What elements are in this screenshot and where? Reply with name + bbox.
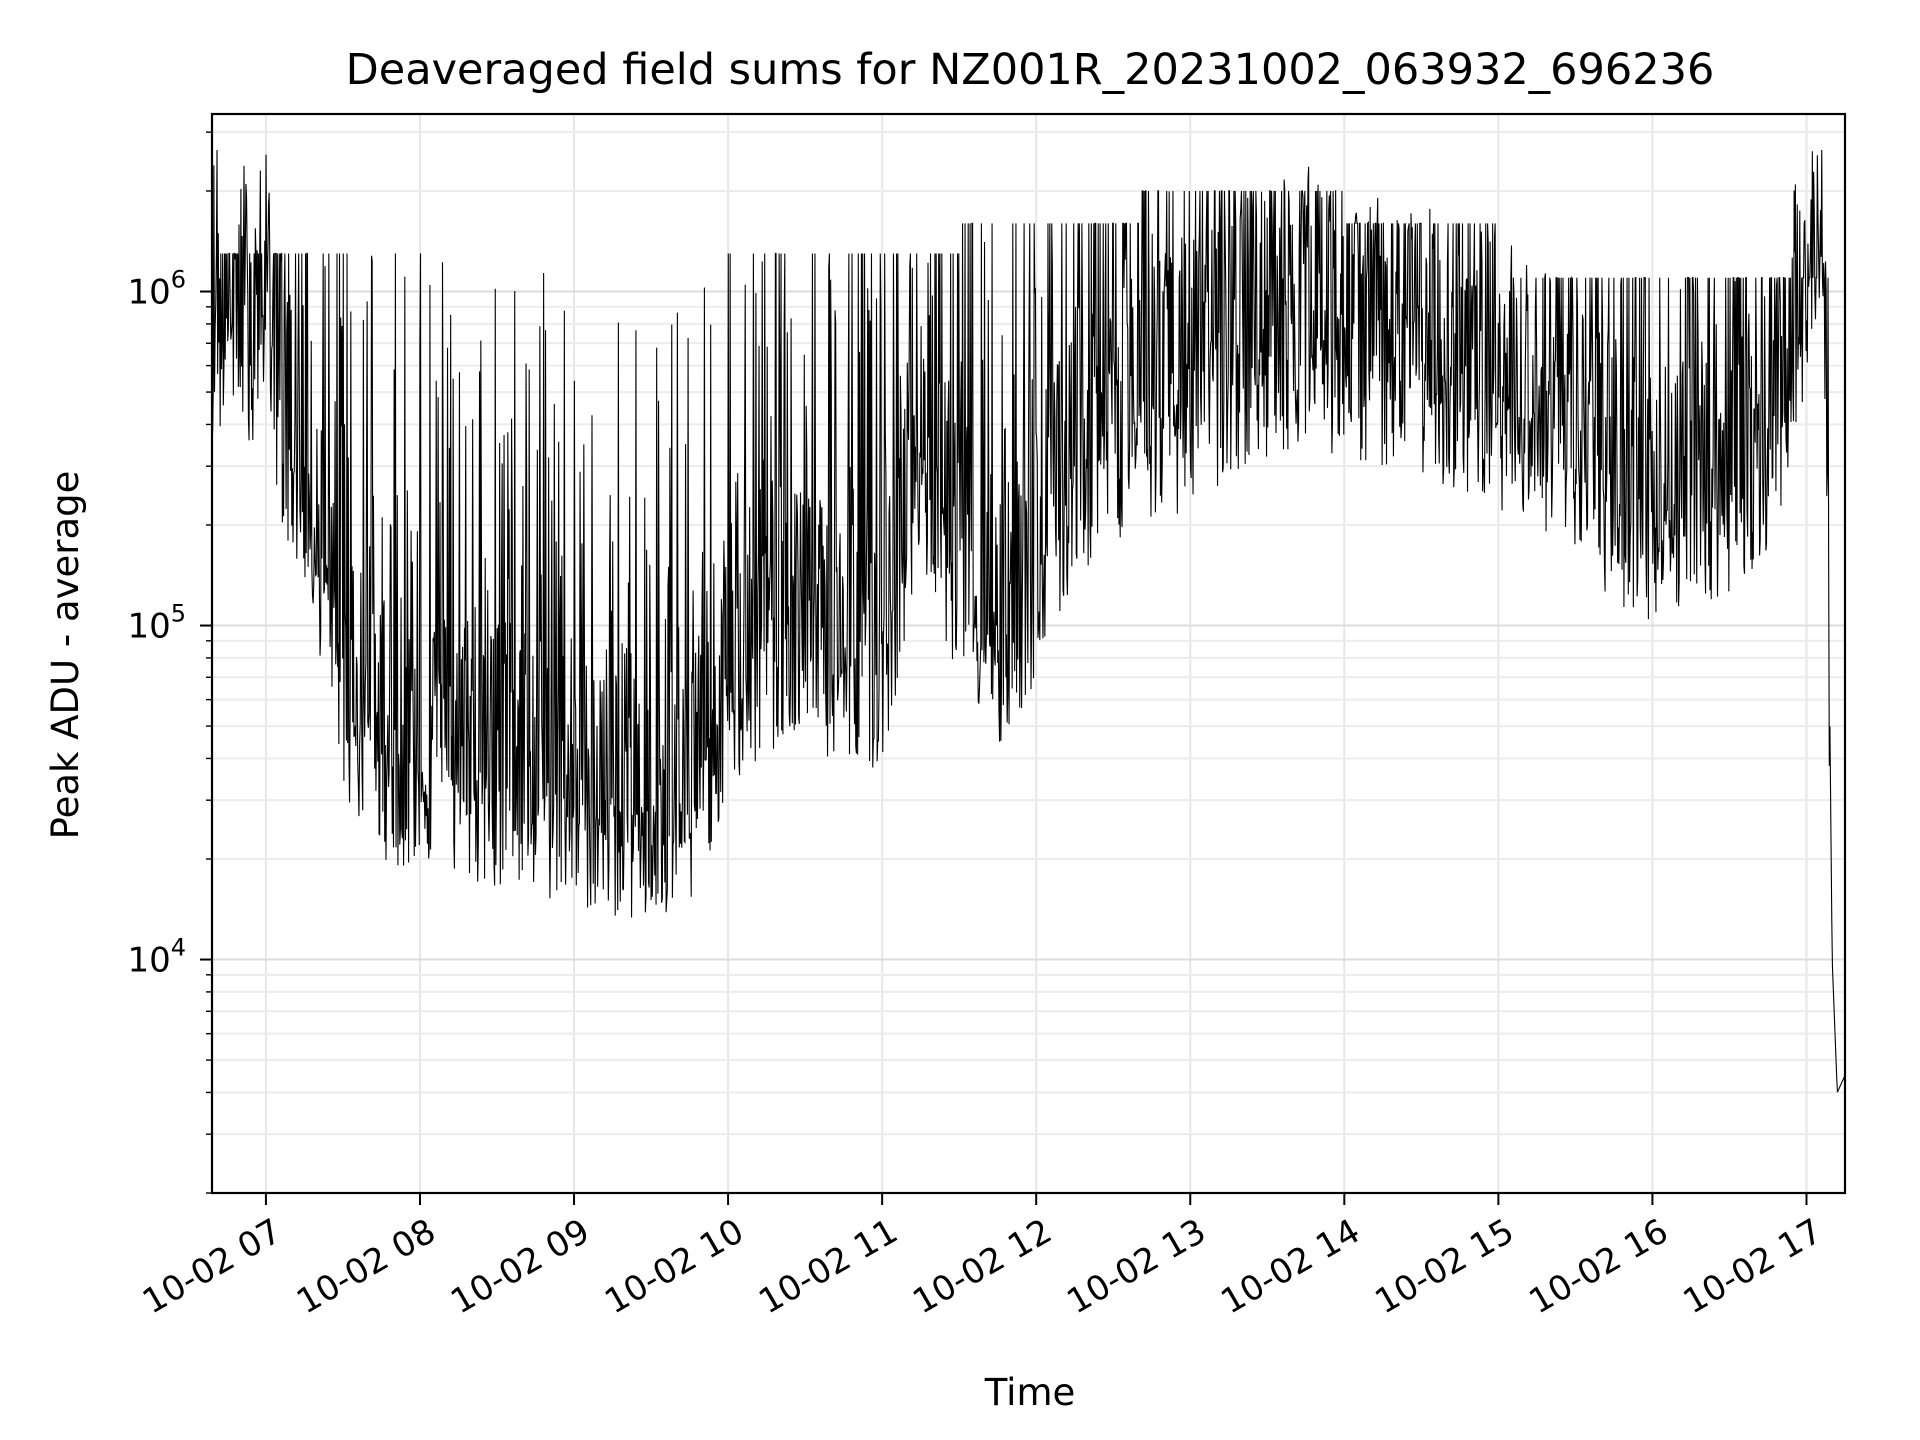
y-tick-base: 10 — [127, 607, 170, 647]
plot-frame — [210, 112, 1847, 1195]
y-tick-base: 10 — [127, 941, 170, 981]
series-line — [211, 150, 1846, 1093]
y-tick-exponent: 5 — [171, 600, 186, 628]
y-tick-label: 104 — [127, 934, 186, 981]
y-tick-exponent: 4 — [171, 934, 186, 962]
y-axis-label: Peak ADU - average — [44, 471, 87, 840]
chart-title: Deaveraged field sums for NZ001R_2023100… — [346, 45, 1715, 95]
y-tick-label: 105 — [127, 600, 186, 647]
x-axis-label: Time — [984, 1371, 1076, 1414]
y-tick-label: 106 — [127, 266, 186, 313]
y-tick-base: 10 — [127, 273, 170, 313]
y-tick-exponent: 6 — [171, 266, 186, 294]
data-layer — [211, 150, 1846, 1093]
